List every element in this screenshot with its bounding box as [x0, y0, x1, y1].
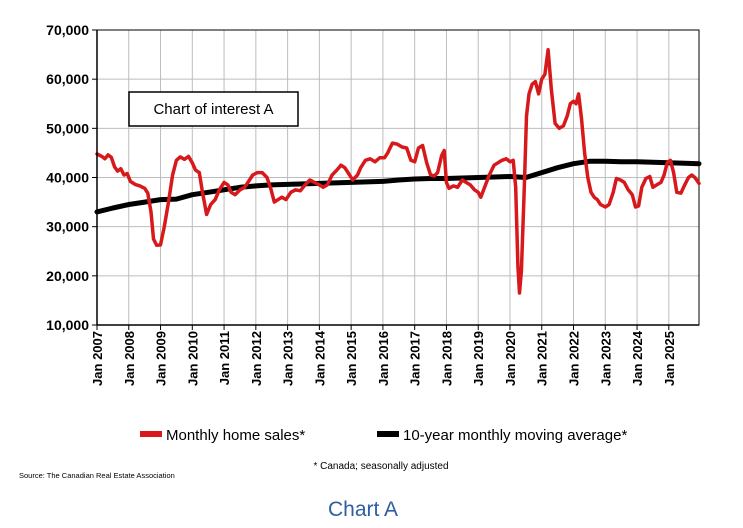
chart-title: Chart of interest A: [153, 101, 273, 118]
footnote: * Canada; seasonally adjusted: [313, 461, 448, 472]
x-tick-label: Jan 2008: [122, 331, 137, 386]
chart-caption: Chart A: [328, 498, 398, 521]
x-tick-label: Jan 2016: [376, 331, 391, 386]
x-tick-label: Jan 2024: [630, 330, 645, 386]
x-tick-label: Jan 2023: [598, 331, 613, 386]
x-tick-label: Jan 2013: [281, 331, 296, 386]
legend: Monthly home sales* 10-year monthly movi…: [140, 427, 627, 444]
series-group: [97, 50, 699, 293]
x-tick-label: Jan 2025: [662, 331, 677, 386]
series-line-monthly-home-sales: [97, 50, 699, 293]
x-tick-label: Jan 2011: [217, 331, 232, 385]
legend-label-moving-average: 10-year monthly moving average*: [403, 427, 627, 444]
legend-label-monthly-sales: Monthly home sales*: [166, 427, 305, 444]
annotation-box: Chart of interest A: [129, 92, 298, 126]
x-tick-label: Jan 2014: [312, 330, 327, 386]
y-tick-label: 10,000: [46, 317, 89, 333]
y-tick-label: 60,000: [46, 71, 89, 87]
x-tick-labels: Jan 2007 Jan 2008 Jan 2009 Jan 2010 Jan 2011…: [90, 325, 677, 386]
x-tick-label: Jan 2012: [249, 331, 264, 386]
gridlines: [97, 30, 699, 325]
y-tick-label: 30,000: [46, 219, 89, 235]
source-note: Source: The Canadian Real Estate Associa…: [19, 471, 175, 480]
x-tick-label: Jan 2022: [567, 331, 582, 386]
x-tick-label: Jan 2021: [535, 331, 550, 386]
y-tick-label: 40,000: [46, 170, 89, 186]
x-tick-label: Jan 2007: [90, 331, 105, 386]
y-tick-labels: 10,000 20,000 30,000 40,000 50,000 60,000 70,0…: [46, 22, 97, 333]
x-tick-label: Jan 2019: [471, 331, 486, 386]
y-tick-label: 50,000: [46, 120, 89, 136]
y-tick-label: 20,000: [46, 268, 89, 284]
x-tick-label: Jan 2009: [154, 331, 169, 386]
y-tick-label: 70,000: [46, 22, 89, 38]
x-tick-label: Jan 2020: [503, 331, 518, 386]
chart: 10,000 20,000 30,000 40,000 50,000 60,000 70,0…: [0, 0, 743, 528]
x-tick-label: Jan 2017: [408, 331, 423, 386]
x-tick-label: Jan 2018: [439, 331, 454, 386]
x-tick-label: Jan 2010: [185, 331, 200, 386]
x-tick-label: Jan 2015: [344, 331, 359, 386]
